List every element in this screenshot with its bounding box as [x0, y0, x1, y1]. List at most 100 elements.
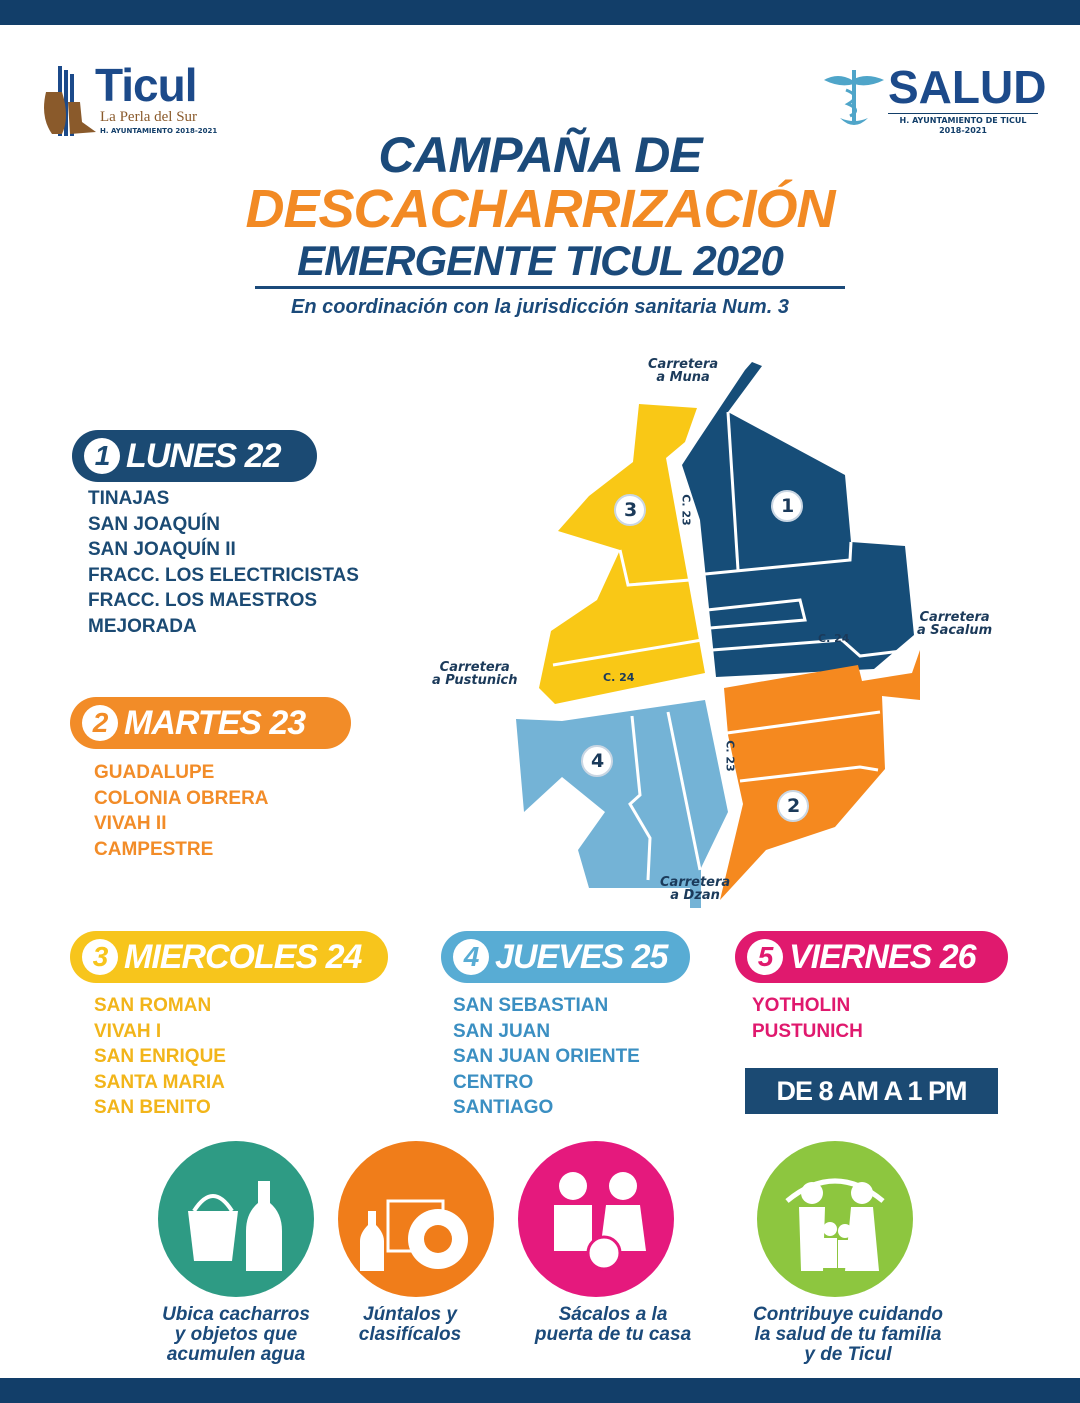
street-c23-north: C. 23 [679, 494, 693, 526]
list-item: YOTHOLIN [752, 995, 851, 1016]
zone-map [516, 362, 920, 908]
step-circle-2 [338, 1141, 494, 1297]
day-pill-viernes: 5 VIERNES 26 [735, 931, 1008, 983]
list-item: CAMPESTRE [94, 838, 214, 860]
road-label-dzan: Carretera a Dzan [660, 876, 730, 902]
zone-2-label: 2 [787, 795, 801, 817]
day-list-miercoles: SAN ROMAN VIVAH I SAN ENRIQUE SANTA MARIA SA… [94, 993, 226, 1121]
list-item: VIVAH I [94, 1020, 162, 1042]
day-label: LUNES 22 [126, 436, 281, 475]
road-line: a Sacalum [917, 623, 993, 638]
salud-logo-text: SALUD [888, 61, 1047, 113]
caduceus-icon [824, 70, 884, 125]
bucket-bottle-icon [188, 1181, 282, 1271]
street-c23-south: C. 23 [723, 740, 737, 772]
list-item: SAN ENRIQUE [94, 1046, 226, 1068]
list-item: SAN BENITO [94, 1097, 211, 1119]
list-item: SAN SEBASTIAN [453, 995, 609, 1016]
salud-sub2: 2018-2021 [939, 126, 987, 135]
step-circle-3 [518, 1141, 674, 1297]
list-item: FRACC. LOS ELECTRICISTAS [88, 564, 359, 586]
road-line: a Dzan [670, 888, 720, 903]
caption-line: Ubica cacharros [162, 1304, 310, 1325]
day-list-viernes: YOTHOLIN PUSTUNICH [752, 993, 863, 1044]
list-item: SANTA MARIA [94, 1071, 225, 1093]
zone-markers [581, 490, 809, 822]
top-bar [0, 0, 1080, 25]
list-item: MEJORADA [88, 615, 197, 637]
street-c24-west: C. 24 [603, 671, 635, 684]
step-caption-3: Sácalos a la puerta de tu casa [493, 1305, 733, 1345]
list-item: VIVAH II [94, 813, 167, 835]
road-label-muna: Carretera a Muna [648, 358, 718, 384]
day-label: VIERNES 26 [789, 937, 977, 976]
day-number: 3 [82, 939, 118, 975]
road-line: Carretera [439, 660, 510, 675]
title-line-3: EMERGENTE TICUL 2020 [297, 237, 784, 284]
day-number: 2 [82, 705, 118, 741]
zone-1-area [682, 362, 914, 677]
list-item: GUADALUPE [94, 762, 215, 783]
road-line: Carretera [919, 610, 990, 625]
day-label: MIERCOLES 24 [124, 937, 362, 976]
list-item: PUSTUNICH [752, 1020, 863, 1042]
list-item: SAN ROMAN [94, 995, 212, 1016]
day-number: 4 [453, 939, 489, 975]
people-carrying-icon [554, 1172, 646, 1271]
family-icon [785, 1178, 885, 1271]
road-line: Carretera [648, 357, 719, 372]
caption-line: y de Ticul [804, 1344, 892, 1365]
salud-sub1: H. AYUNTAMIENTO DE TICUL [899, 116, 1027, 125]
title-line-1: CAMPAÑA DE [378, 127, 702, 183]
ticul-logo-icon [44, 66, 96, 136]
road-label-sacalum: Carretera a Sacalum [917, 611, 992, 637]
road-label-pustunich: Carretera a Pustunich [432, 661, 518, 687]
day-pill-jueves: 4 JUEVES 25 [441, 931, 690, 983]
road-line: a Pustunich [432, 673, 518, 688]
zone-1-label: 1 [781, 495, 795, 517]
list-item: SAN JOAQUÍN [88, 513, 220, 535]
tire-bottle-icon [360, 1199, 468, 1271]
step-circle-4 [757, 1141, 913, 1297]
salud-sub: H. AYUNTAMIENTO DE TICUL 2018-2021 [888, 113, 1038, 136]
step-caption-1: Ubica cacharros y objetos que acumulen agu… [116, 1305, 356, 1365]
day-list-martes: GUADALUPE COLONIA OBRERA VIVAH II CAMPESTRE [94, 760, 269, 862]
day-number: 1 [84, 438, 120, 474]
list-item: TINAJAS [88, 488, 170, 509]
caption-line: Sácalos a la [558, 1304, 668, 1325]
zone-3-label: 3 [624, 499, 638, 521]
list-item: FRACC. LOS MAESTROS [88, 590, 318, 612]
road-line: a Muna [656, 370, 710, 385]
day-pill-miercoles: 3 MIERCOLES 24 [70, 931, 388, 983]
street-c24-east: C. 24 [818, 632, 850, 645]
day-label: MARTES 23 [124, 703, 306, 742]
road-line: Carretera [660, 875, 731, 890]
zone-4-label: 4 [591, 750, 605, 772]
step-circle-1 [158, 1141, 314, 1297]
day-pill-lunes: 1 LUNES 22 [72, 430, 317, 482]
caption-line: acumulen agua [166, 1344, 306, 1365]
step-caption-2: Júntalos y clasifícalos [290, 1305, 530, 1345]
subtitle: En coordinación con la jurisdicción sani… [291, 296, 789, 318]
title-divider [255, 286, 845, 289]
list-item: SANTIAGO [453, 1097, 554, 1119]
day-number: 5 [747, 939, 783, 975]
ticul-sub: H. AYUNTAMIENTO 2018-2021 [100, 127, 218, 135]
day-pill-martes: 2 MARTES 23 [70, 697, 351, 749]
day-list-jueves: SAN SEBASTIAN SAN JUAN SAN JUAN ORIENTE CEN… [453, 993, 640, 1121]
schedule-box: DE 8 AM A 1 PM [745, 1068, 998, 1114]
zone-2-area [720, 650, 920, 900]
list-item: SAN JUAN ORIENTE [453, 1046, 640, 1068]
day-list-lunes: TINAJAS SAN JOAQUÍN SAN JOAQUÍN II FRACC. L… [88, 486, 359, 640]
bottom-bar [0, 1378, 1080, 1403]
title-line-2: DESCACHARRIZACIÓN [245, 179, 836, 239]
caption-line: Contribuye cuidando [753, 1304, 943, 1325]
list-item: SAN JUAN [453, 1020, 551, 1042]
step-caption-4: Contribuye cuidando la salud de tu famili… [723, 1305, 973, 1365]
caption-line: y objetos que [174, 1324, 298, 1345]
ticul-tagline: La Perla del Sur [100, 109, 198, 125]
list-item: SAN JOAQUÍN II [88, 539, 236, 561]
list-item: COLONIA OBRERA [94, 787, 269, 809]
caption-line: la salud de tu familia [754, 1324, 942, 1345]
ticul-logo-text: Ticul [95, 59, 198, 111]
